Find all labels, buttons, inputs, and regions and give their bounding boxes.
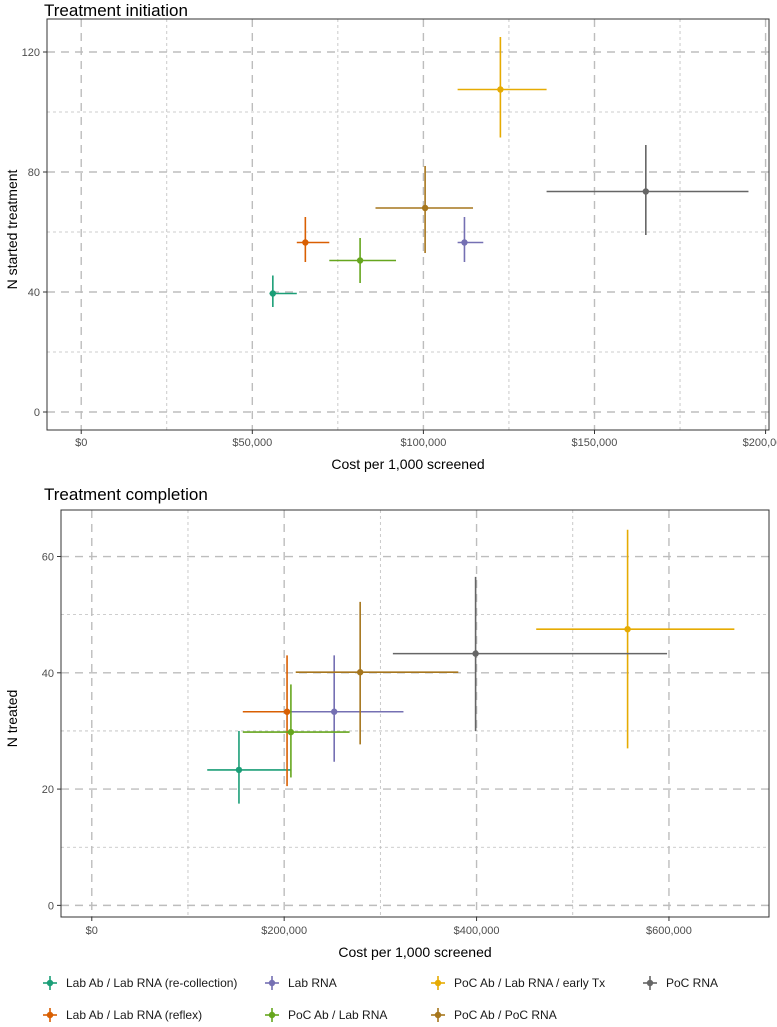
data-point (461, 239, 468, 246)
data-point (472, 650, 479, 657)
data-point (283, 708, 291, 715)
y-axis-title: N treated (4, 690, 20, 748)
x-axis-title: Cost per 1,000 screened (331, 456, 484, 472)
legend-key-point (268, 979, 276, 987)
legend-item: PoC Ab / Lab RNA (265, 1008, 387, 1022)
data-point-group (375, 166, 474, 253)
y-tick-label: 0 (48, 900, 54, 912)
data-point-group (207, 730, 291, 804)
y-axis-title: N started treatment (4, 169, 20, 289)
x-tick-label: $100,000 (400, 437, 446, 449)
y-tick-label: 20 (42, 784, 54, 796)
data-point-group (536, 529, 735, 749)
legend-label: Lab RNA (288, 976, 337, 990)
data-point (356, 669, 364, 676)
data-point (421, 204, 429, 212)
panel-border (60, 509, 770, 918)
data-point (642, 188, 650, 195)
x-tick-label: $200,000 (743, 437, 777, 449)
chart-title: Treatment completion (44, 485, 208, 504)
x-tick-label: $400,000 (454, 925, 500, 937)
legend-label: PoC RNA (666, 976, 718, 990)
x-tick-label: $0 (75, 437, 87, 449)
data-point-group (457, 217, 484, 262)
y-tick-label: 40 (42, 668, 54, 680)
data-point-group (392, 576, 668, 731)
data-point (269, 290, 277, 297)
legend-key-point (46, 979, 54, 987)
panel-treatment-completion: Treatment completion $0 $200,000 $400,000 $6… (4, 485, 770, 960)
legend-item: Lab Ab / Lab RNA (reflex) (43, 1008, 202, 1022)
chart-title: Treatment initiation (44, 1, 188, 20)
data-point-group (242, 684, 350, 778)
y-tick-label: 120 (22, 47, 40, 59)
legend-key-point (646, 979, 654, 987)
legend-label: Lab Ab / Lab RNA (re-collection) (66, 976, 237, 990)
y-tick-label: 80 (28, 167, 40, 179)
legend-item: PoC RNA (643, 976, 718, 990)
data-point (497, 86, 504, 93)
data-point (302, 239, 309, 246)
legend-key-point (434, 979, 442, 987)
data-point-group (457, 37, 547, 138)
data-point-group (290, 655, 404, 762)
x-tick-label: $50,000 (232, 437, 272, 449)
legend-item: PoC Ab / Lab RNA / early Tx (431, 976, 605, 990)
legend-item: PoC Ab / PoC RNA (431, 1008, 557, 1022)
data-point-group (329, 238, 397, 283)
x-axis-title: Cost per 1,000 screened (338, 944, 491, 960)
legend-label: PoC Ab / Lab RNA (288, 1008, 387, 1022)
data-point-group (296, 217, 330, 262)
x-tick-label: $600,000 (646, 925, 692, 937)
y-tick-label: 60 (42, 552, 54, 564)
legend-key-point (434, 1011, 442, 1019)
legend-key-point (268, 1011, 276, 1019)
data-point (235, 766, 243, 774)
legend-label: Lab Ab / Lab RNA (reflex) (66, 1008, 202, 1022)
data-point-group (546, 145, 749, 235)
data-point (624, 625, 631, 633)
y-tick-label: 0 (34, 407, 40, 419)
data-point (356, 257, 364, 264)
x-tick-label: $200,000 (261, 925, 307, 937)
panel-treatment-initiation: Treatment initiation $0 $50,000 $100,000 $15… (4, 1, 777, 472)
legend-label: PoC Ab / PoC RNA (454, 1008, 557, 1022)
panel-border (46, 18, 770, 431)
data-point (330, 708, 338, 715)
legend-item: Lab Ab / Lab RNA (re-collection) (43, 976, 237, 990)
data-point-group (295, 601, 459, 745)
x-tick-label: $0 (86, 925, 98, 937)
x-tick-label: $150,000 (572, 437, 618, 449)
data-point-group (269, 275, 297, 307)
legend-key-point (46, 1011, 54, 1019)
y-tick-label: 40 (28, 287, 40, 299)
legend-label: PoC Ab / Lab RNA / early Tx (454, 976, 605, 990)
data-point (287, 728, 295, 736)
legend-item: Lab RNA (265, 976, 337, 990)
data-point-group (242, 655, 291, 787)
legend: Lab Ab / Lab RNA (re-collection) Lab Ab /… (43, 976, 718, 1022)
